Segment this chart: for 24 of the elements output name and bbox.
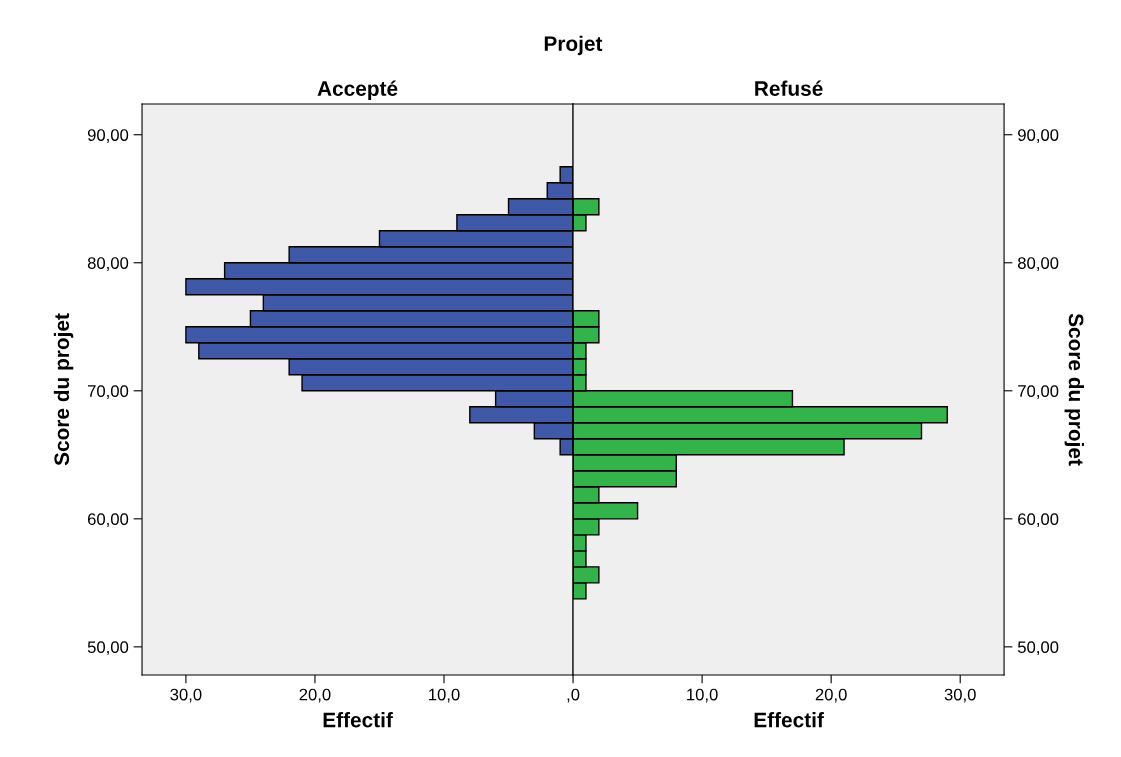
x-tick-label: 30,0: [944, 688, 976, 703]
y-tick-label: 60,00: [1018, 513, 1059, 527]
chart-title: Refusé: [755, 80, 823, 96]
text: Projet: [544, 35, 603, 56]
y-tick-label: 70,00: [1018, 385, 1059, 399]
x-tick-label: 10,0: [429, 688, 460, 703]
chart-title: Accepté: [317, 80, 398, 100]
x-tick-label: 20,0: [815, 688, 847, 703]
y-tick-label: 90,00: [1018, 129, 1059, 143]
y-axis-title: Score du projet: [53, 313, 74, 466]
x-tick-label: ,0: [567, 688, 580, 703]
x-axis-title: Effectif: [323, 712, 393, 728]
x-tick-label: 30,0: [170, 688, 202, 703]
x-tick-label: 10,0: [687, 688, 718, 703]
y-tick-label: 80,00: [1018, 257, 1059, 271]
y-tick-label: 90,00: [87, 129, 129, 143]
y-tick-label: 70,00: [87, 385, 129, 399]
y-tick-label: 80,00: [87, 257, 129, 271]
y-tick-label: 60,00: [87, 513, 129, 527]
y-tick-label: 50,00: [87, 641, 129, 656]
y-tick-label: 50,00: [1017, 641, 1059, 656]
x-axis-title: Effectif: [754, 712, 824, 728]
y-axis-title: Score du projet: [1064, 313, 1084, 466]
x-tick-label: 20,0: [299, 688, 331, 703]
